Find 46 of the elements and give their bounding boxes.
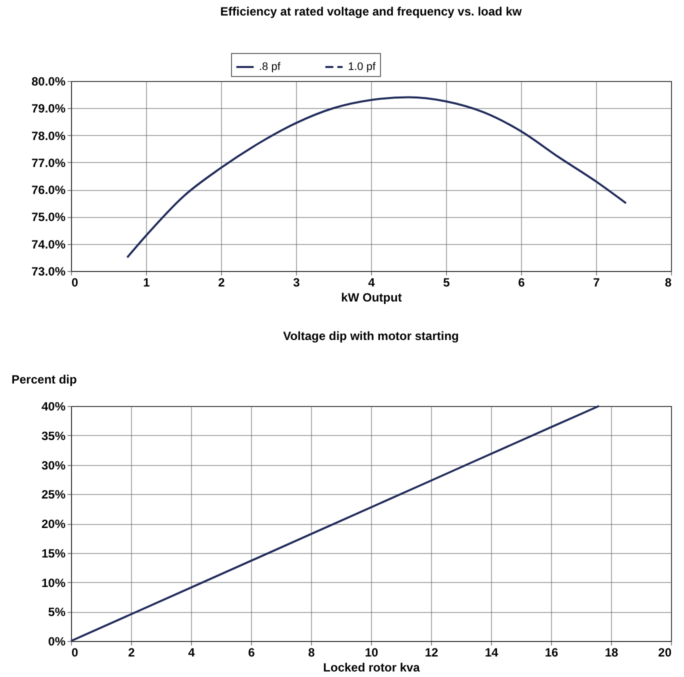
- y-tick-label: 73.0%: [31, 264, 66, 278]
- y-tick-label: 77.0%: [31, 156, 66, 170]
- chart-title: Voltage dip with motor starting: [283, 329, 459, 343]
- y-tick-label: 25%: [41, 488, 66, 502]
- y-tick-label: 0%: [48, 634, 66, 648]
- y-tick-label: 35%: [41, 428, 66, 443]
- x-tick-label: 12: [424, 646, 438, 660]
- x-tick-label: 18: [604, 646, 618, 660]
- x-tick-label: 10: [364, 646, 378, 660]
- x-tick-label: 7: [593, 276, 600, 290]
- x-tick-label: 3: [293, 276, 300, 290]
- x-tick-label: 14: [484, 646, 498, 660]
- y-tick-label: 10%: [41, 576, 66, 590]
- x-tick-label: 0: [72, 276, 78, 290]
- legend-label: 1.0 pf: [348, 61, 376, 73]
- y-tick-label: 30%: [41, 458, 66, 472]
- x-tick-label: 1: [143, 276, 150, 290]
- x-tick-label: 2: [128, 646, 136, 660]
- y-tick-label: 79.0%: [31, 102, 66, 116]
- y-tick-label: 5%: [48, 605, 66, 620]
- y-axis-title: Percent dip: [12, 372, 77, 386]
- x-tick-label: 16: [544, 646, 558, 660]
- x-tick-label: 6: [248, 646, 256, 660]
- x-axis-title: kW Output: [341, 290, 402, 304]
- x-tick-label: 20: [658, 646, 672, 660]
- x-tick-label: 8: [664, 276, 672, 290]
- y-tick-label: 80.0%: [31, 74, 66, 88]
- x-tick-label: 8: [308, 646, 316, 660]
- y-tick-label: 76.0%: [31, 183, 66, 198]
- y-tick-label: 40%: [41, 400, 66, 414]
- x-tick-label: 2: [218, 276, 226, 290]
- x-tick-label: 4: [188, 646, 196, 660]
- x-tick-label: 6: [518, 276, 526, 290]
- x-tick-label: 0: [72, 646, 78, 660]
- chart-title: Efficiency at rated voltage and frequency vs. load kw: [220, 4, 522, 18]
- x-tick-label: 4: [368, 276, 376, 290]
- y-tick-label: 78.0%: [31, 128, 66, 143]
- line-series: [126, 96, 627, 258]
- legend-label: .8 pf: [259, 61, 282, 73]
- y-tick-label: 74.0%: [31, 237, 66, 252]
- x-axis-title: Locked rotor kva: [323, 660, 420, 674]
- y-tick-label: 20%: [41, 517, 66, 531]
- y-tick-label: 75.0%: [31, 210, 66, 224]
- x-tick-label: 5: [443, 276, 450, 290]
- y-tick-label: 15%: [41, 546, 66, 560]
- line-series: [70, 405, 600, 642]
